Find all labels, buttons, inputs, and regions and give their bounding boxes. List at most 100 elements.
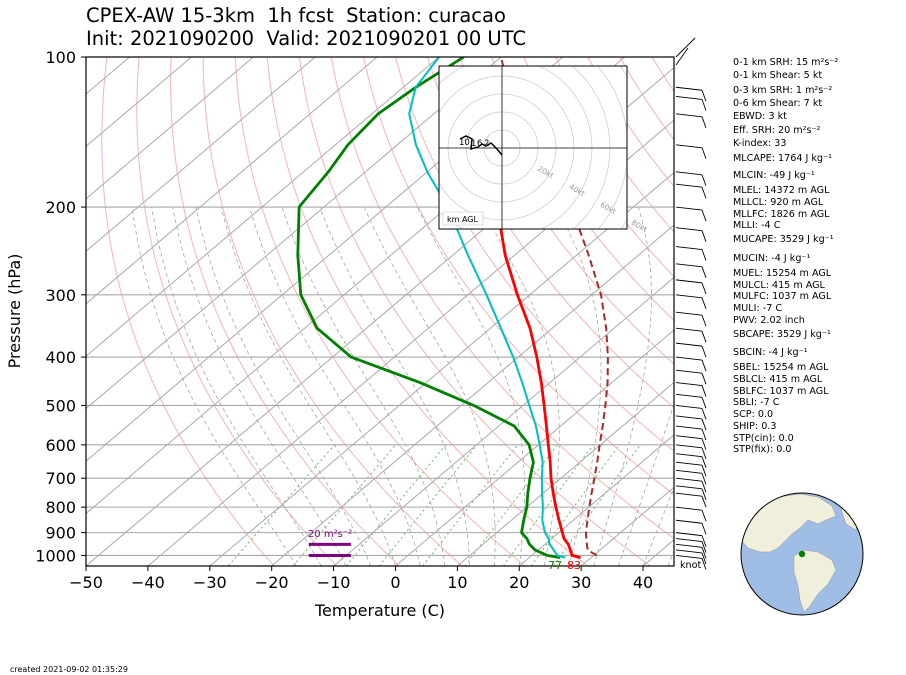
isotherm-line <box>209 171 674 566</box>
south-america-land <box>793 549 837 613</box>
dry-adiabat <box>491 57 674 322</box>
wetbulb-profile <box>408 57 566 559</box>
index-line: SBCIN: -4 J kg⁻¹ <box>733 347 808 358</box>
hodograph-label-1: 1 <box>471 139 476 149</box>
dry-adiabat <box>459 57 674 365</box>
isotherm-line <box>86 57 316 253</box>
x-tick-label: 30 <box>571 573 591 592</box>
x-tick-label: 10 <box>447 573 467 592</box>
moist-adiabat <box>220 206 396 566</box>
hodograph-label-2: 2 <box>484 139 489 149</box>
wind-barb <box>675 206 707 222</box>
y-axis-label: Pressure (hPa) <box>5 254 24 369</box>
x-tick-label: −10 <box>317 573 351 592</box>
wind-barb <box>675 356 707 372</box>
moist-adiabat <box>617 402 674 566</box>
x-tick-label: −30 <box>193 573 227 592</box>
station-marker <box>798 550 806 558</box>
wind-barb <box>675 342 707 358</box>
srh-bars <box>308 542 351 557</box>
index-line: MUCIN: -4 J kg⁻¹ <box>733 253 811 264</box>
mixing-ratio-line <box>378 444 478 566</box>
mixing-ratio-line <box>422 444 519 566</box>
index-line: SBCAPE: 3529 J kg⁻¹ <box>733 329 831 340</box>
surface-temperature-label: 83 <box>567 559 581 572</box>
wind-barb <box>675 294 707 309</box>
hodograph-trace <box>459 135 503 156</box>
moist-adiabat <box>172 206 347 566</box>
surface-dewpoint-label: 77 <box>548 559 562 572</box>
temperature-profile <box>495 206 581 559</box>
y-tick-label: 500 <box>45 396 76 415</box>
wind-barb <box>675 469 707 485</box>
y-tick-label: 300 <box>45 286 76 305</box>
mixing-ratio-line <box>228 444 335 566</box>
isotherm-line <box>147 119 674 566</box>
index-line: MLLCL: 920 m AGL <box>733 197 824 208</box>
index-line: 0-1 km Shear: 5 kt <box>733 70 823 81</box>
moist-adiabat <box>249 206 421 566</box>
chart-title: CPEX-AW 15-3km 1h fcst Station: curacao <box>86 4 506 27</box>
wind-barb <box>675 485 707 500</box>
location-globe <box>740 492 864 616</box>
x-axis-label: Temperature (C) <box>314 601 445 620</box>
wind-barb <box>675 415 707 431</box>
index-line: EBWD: 3 kt <box>733 111 787 122</box>
skewt-plot-area <box>86 57 906 566</box>
wind-barb <box>675 86 707 102</box>
wind-barb <box>675 171 707 187</box>
moist-adiabat <box>195 206 372 566</box>
dry-adiabat <box>101 57 275 566</box>
dry-adiabat <box>395 57 674 452</box>
wind-barb <box>675 435 707 450</box>
x-tick-label: −50 <box>69 573 103 592</box>
dry-adiabat <box>202 57 463 566</box>
index-line: Eff. SRH: 20 m²s⁻² <box>733 125 821 136</box>
wind-barb <box>675 538 707 553</box>
mixing-ratio-line <box>553 444 641 566</box>
created-timestamp: created 2021-09-02 01:35:29 <box>10 665 128 674</box>
isotherm-line <box>86 57 254 200</box>
hodograph-ring-label: 80kt <box>630 218 649 234</box>
index-line: 0-1 km SRH: 15 m²s⁻² <box>733 57 839 68</box>
dry-adiabat <box>170 57 400 566</box>
wind-barb <box>675 279 707 295</box>
wind-barb <box>675 492 707 508</box>
y-tick-label: 700 <box>45 469 76 488</box>
wind-barb <box>675 554 707 570</box>
mixing-ratio-line <box>292 444 397 566</box>
srh-bar-label: 20 m²s⁻² <box>308 529 352 540</box>
wind-barb <box>675 96 707 111</box>
dry-adiabat <box>298 57 651 566</box>
index-line: MLCAPE: 1764 J kg⁻¹ <box>733 153 832 164</box>
index-line: SHIP: 0.3 <box>733 421 777 432</box>
x-tick-label: 0 <box>390 573 400 592</box>
sounding-profiles <box>296 57 609 559</box>
dewpoint-profile <box>296 57 561 559</box>
isotherm-line <box>86 57 440 357</box>
index-line: MLLI: -4 C <box>733 220 781 231</box>
isotherm-line <box>518 434 674 566</box>
wind-barb <box>675 183 707 199</box>
index-line: 0-6 km Shear: 7 kt <box>733 98 823 109</box>
parcel-profile <box>499 57 609 557</box>
wind-barb <box>675 369 707 385</box>
dry-adiabats <box>101 57 906 566</box>
wind-barb <box>675 37 696 58</box>
x-tick-label: −20 <box>255 573 289 592</box>
wind-barb <box>675 477 707 493</box>
dry-adiabat <box>812 57 906 566</box>
index-line: SBEL: 15254 m AGL <box>733 362 829 373</box>
wind-barb <box>675 327 707 343</box>
isotherm-line <box>395 329 674 566</box>
wind-barb <box>675 47 689 66</box>
dry-adiabat <box>523 57 674 278</box>
dry-adiabat <box>362 57 674 496</box>
index-line: K-index: 33 <box>733 138 787 149</box>
chart-subtitle: Init: 2021090200 Valid: 2021090201 00 UT… <box>86 27 527 50</box>
wind-barb <box>675 519 707 535</box>
wind-barb <box>675 263 707 278</box>
wind-barb <box>675 549 707 565</box>
isotherms <box>86 57 674 566</box>
x-tick-label: −40 <box>131 573 165 592</box>
